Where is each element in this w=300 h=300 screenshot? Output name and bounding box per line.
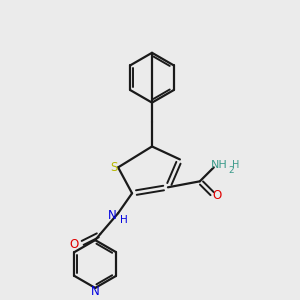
Text: S: S [110, 161, 118, 174]
Text: 2: 2 [228, 166, 233, 175]
Text: H: H [232, 160, 239, 170]
Text: N: N [91, 285, 100, 298]
Text: N: N [108, 209, 116, 222]
Text: O: O [70, 238, 79, 250]
Text: O: O [212, 189, 221, 202]
Text: NH: NH [212, 160, 228, 170]
Text: H: H [120, 215, 128, 225]
